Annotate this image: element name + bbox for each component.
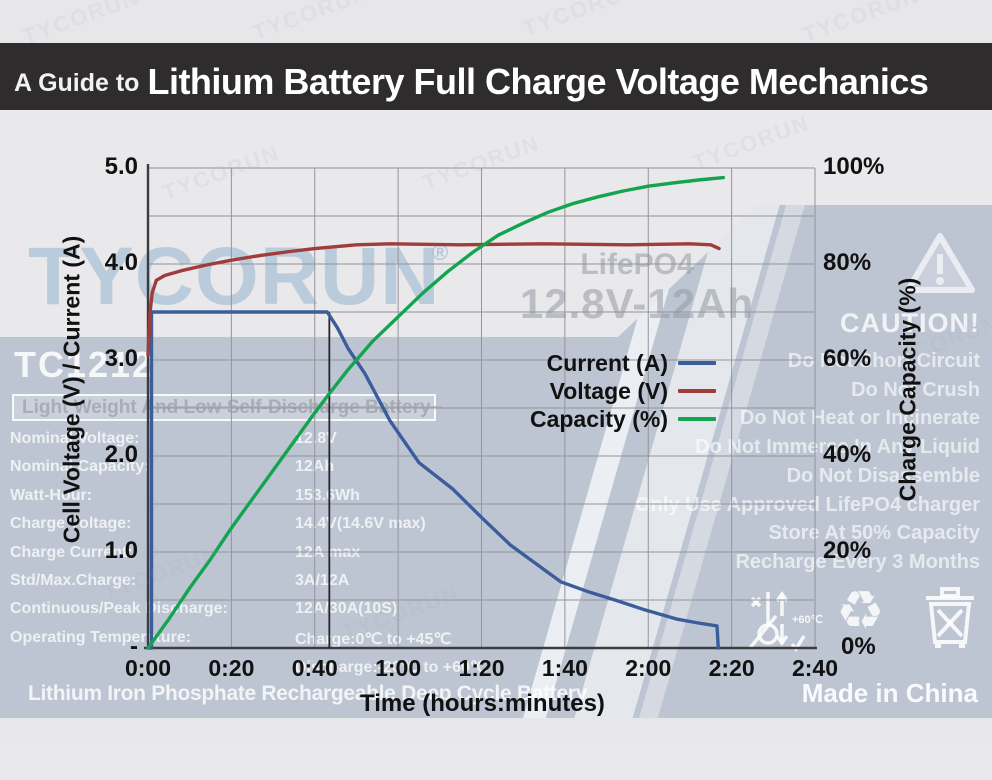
legend-label: Capacity (%) [529,405,668,432]
legend-swatch [678,361,716,365]
caution-line: Do Not Immerse In Any Liquid [695,436,980,459]
y-left-tick: 4.0 [104,249,138,276]
charging-curves-chart [144,164,817,650]
x-tick: 2:00 [625,655,672,681]
spec-row: Std/Max.Charge: 3A/12A [10,572,650,594]
caution-line: Store At 50% Capacity [768,522,980,545]
y-left-tick: 1.0 [104,537,138,564]
y-left-tick: - [130,633,138,660]
legend-label: Current (A) [546,349,668,376]
strike-line [150,406,442,408]
spec-value: Charge:0℃ to +45℃ [295,630,452,648]
spec-row: Nominal Voltage: 12.8V [10,430,650,452]
made-in-china-label: Made in China [801,678,978,708]
y-right-tick: 0% [841,633,876,660]
x-tick: 2:40 [791,655,839,681]
spec-row: Charge Voltage: 14.4V(14.6V max) [10,515,650,537]
x-tick: 1:40 [541,655,588,681]
legend-item: Voltage (V) [380,377,716,405]
spec-row: Discharge:-20℃ to +60℃ [10,657,650,679]
y-right-tick: 100% [823,153,885,180]
spec-row: Charge Current: 12A max [10,544,650,566]
left-axis-title: Cell Voltage (V) / Current (A) [58,235,85,544]
spec-row: Watt-Hour: 153.6Wh [10,487,650,509]
recycle-icon: ♻ [836,579,885,642]
spec-row: Operating Temperature: Charge:0℃ to +45℃ [10,629,650,651]
legend-label: Voltage (V) [549,377,668,404]
chart-legend: Current (A) Voltage (V) Capacity (%) [380,349,716,433]
title-banner: A Guide to Lithium Battery Full Charge V… [0,43,992,110]
y-right-tick: 20% [823,537,872,564]
x-tick: 2:20 [708,655,755,681]
x-tick: 0:20 [208,655,255,681]
y-left-tick: 2.0 [104,441,138,468]
series-capacity [146,175,725,650]
series-voltage-v [146,242,721,357]
caution-title: CAUTION! [840,308,980,338]
legend-item: Current (A) [380,349,716,377]
spec-label: Charge Current: [10,543,133,561]
model-number: TC1212 [14,344,155,385]
y-right-tick: 40% [823,441,872,468]
caution-line: Do Not Crush [851,378,980,401]
caution-line: Do Not Heat or Incinerate [739,407,980,430]
spec-label: Nominal Voltage: [10,430,140,447]
series-current-a [146,310,720,650]
bottom-strip [0,718,992,744]
spec-value: 12.8V [295,430,337,447]
no-trash-bin-icon [926,587,974,648]
y-right-tick: 80% [823,249,872,276]
x-tick: 1:00 [375,655,422,681]
x-tick: 0:00 [124,655,172,681]
right-axis-title: Charge Capacity (%) [894,277,921,502]
warning-triangle-icon [905,233,975,293]
spec-label: Nominal Capacity: [10,458,150,476]
spec-label: Std/Max.Charge: [10,572,137,589]
x-tick: 0:40 [291,655,338,681]
spec-label: Operating Temperature: [10,628,192,646]
spec-value: 14.4V(14.6V max) [295,515,426,533]
top-strip [0,0,992,43]
y-left-tick: 3.0 [104,345,138,372]
bottom-watermark: Lithium Iron Phosphate Rechargeable Deep… [28,682,588,705]
x-tick: 1:20 [458,655,505,681]
spec-row: Nominal Capacity: 12Ah [10,458,650,480]
brand-watermark: TYCORUN [28,231,441,322]
caution-line: Recharge Every 3 Months [735,550,980,573]
page-title: Lithium Battery Full Charge Voltage Mech… [147,60,929,102]
y-left-tick: 5.0 [104,153,138,180]
caution-line: Do Not Disassemble [786,464,980,487]
spec-label: Charge Voltage: [10,515,132,533]
spec-label: Watt-Hour: [10,486,93,504]
spec-value: 12A/30A(10S) [295,600,398,618]
product-watermark: LifePO4 12.8V-12Ah [498,248,776,327]
product-rating: 12.8V-12Ah [519,280,755,327]
legend-swatch [678,389,716,393]
y-right-tick: 60% [823,345,872,372]
legend-item: Capacity (%) [380,405,716,433]
spec-value: Discharge:-20℃ to +60℃ [295,659,488,677]
spec-value: 153.6Wh [295,486,360,504]
spec-value: 3A/12A [295,572,350,589]
caution-line: Do Not Short Circuit [787,350,980,372]
title-prefix: A Guide to [14,69,140,97]
legend-swatch [678,417,716,421]
x-axis-title: Time (hours:minutes) [360,690,605,717]
